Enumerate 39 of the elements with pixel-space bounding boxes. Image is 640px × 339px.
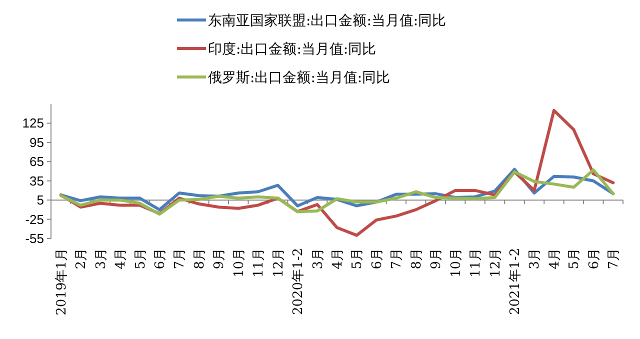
x-tick-label: 4月 xyxy=(547,248,562,270)
x-tick-label: 7月 xyxy=(390,248,405,270)
x-tick-label: 6月 xyxy=(370,248,385,270)
y-tick-label: -55 xyxy=(25,231,44,246)
x-tick-label: 2021年1-2 xyxy=(508,248,524,316)
y-tick-label: -25 xyxy=(25,212,44,227)
x-tick-label: 5月 xyxy=(567,248,582,270)
x-tick-label: 11月 xyxy=(468,248,484,278)
legend-label: 印度:出口金额:当月值:同比 xyxy=(208,42,376,58)
x-tick-label: 7月 xyxy=(606,248,622,270)
x-tick-label: 11月 xyxy=(252,248,267,278)
x-tick-label: 2020年1-2 xyxy=(291,248,306,316)
x-tick-label: 6月 xyxy=(586,248,602,270)
x-tick-label: 8月 xyxy=(192,248,208,270)
x-tick-label: 3月 xyxy=(310,248,326,270)
y-tick-label: 65 xyxy=(30,154,44,170)
x-tick-label: 3月 xyxy=(528,248,543,270)
x-tick-label: 9月 xyxy=(429,248,444,270)
x-tick-label: 10月 xyxy=(448,248,464,278)
legend-label: 东南亚国家联盟:出口金额:当月值:同比 xyxy=(208,13,446,29)
y-tick-label: 95 xyxy=(30,134,44,150)
x-tick-label: 10月 xyxy=(232,248,247,278)
x-tick-label: 3月 xyxy=(94,248,109,270)
x-tick-label: 8月 xyxy=(409,248,424,270)
y-tick-label: 5 xyxy=(36,192,44,208)
x-tick-label: 9月 xyxy=(212,248,228,270)
x-tick-label: 4月 xyxy=(330,248,346,270)
x-tick-label: 5月 xyxy=(350,248,366,270)
x-tick-label: 7月 xyxy=(172,248,188,270)
x-tick-label: 5月 xyxy=(133,248,148,270)
x-tick-label: 6月 xyxy=(152,248,168,270)
x-tick-label: 12月 xyxy=(271,248,286,278)
y-tick-label: 35 xyxy=(30,173,44,188)
x-tick-label: 12月 xyxy=(488,248,504,278)
x-tick-label: 4月 xyxy=(114,248,129,270)
x-tick-label: 2月 xyxy=(74,248,90,270)
x-tick-label: 2019年1月 xyxy=(54,248,70,316)
y-tick-label: 125 xyxy=(22,116,44,131)
legend-label: 俄罗斯:出口金额:当月值:同比 xyxy=(208,70,390,86)
